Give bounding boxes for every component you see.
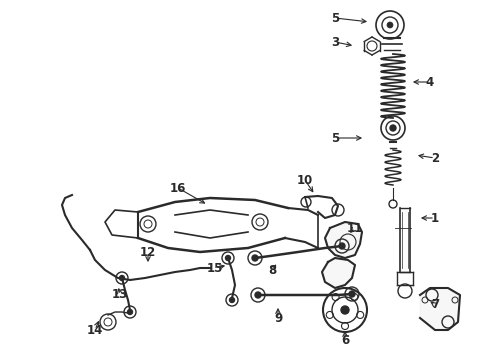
Circle shape [127, 310, 132, 315]
Text: 15: 15 [207, 261, 223, 274]
Text: 3: 3 [331, 36, 339, 49]
Text: 12: 12 [140, 246, 156, 258]
Text: 11: 11 [347, 221, 363, 234]
Circle shape [120, 275, 124, 280]
Text: 5: 5 [331, 131, 339, 144]
Text: 5: 5 [331, 12, 339, 24]
Circle shape [255, 292, 261, 298]
Polygon shape [322, 258, 355, 288]
Text: 14: 14 [87, 324, 103, 337]
Circle shape [252, 255, 258, 261]
Circle shape [349, 291, 355, 297]
Polygon shape [325, 222, 362, 258]
Text: 13: 13 [112, 288, 128, 302]
Text: 6: 6 [341, 333, 349, 346]
Text: 10: 10 [297, 174, 313, 186]
Circle shape [341, 306, 349, 314]
Text: 7: 7 [431, 298, 439, 311]
Text: 1: 1 [431, 211, 439, 225]
Text: 9: 9 [274, 311, 282, 324]
Circle shape [387, 22, 393, 28]
Polygon shape [420, 288, 460, 330]
Circle shape [339, 243, 345, 249]
Text: 4: 4 [426, 76, 434, 89]
Text: 8: 8 [268, 264, 276, 276]
Circle shape [390, 125, 396, 131]
Text: 2: 2 [431, 152, 439, 165]
Circle shape [229, 297, 235, 302]
Circle shape [225, 256, 230, 261]
Text: 16: 16 [170, 181, 186, 194]
